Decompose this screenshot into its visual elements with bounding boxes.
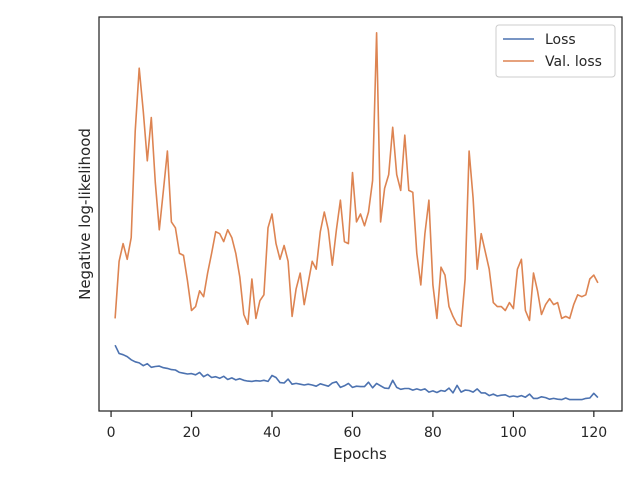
y-axis-label: Negative log-likelihood — [76, 128, 94, 300]
x-tick-label: 20 — [183, 425, 201, 441]
legend: Loss Val. loss — [495, 24, 616, 78]
legend-box — [495, 24, 616, 78]
x-tick-label: 100 — [500, 425, 527, 441]
series-line-loss — [114, 344, 599, 401]
x-axis-label: Epochs — [333, 445, 387, 463]
legend-label-loss: Loss — [545, 32, 576, 48]
x-tick-label: 60 — [344, 425, 362, 441]
x-tick-label: 40 — [263, 425, 281, 441]
series-line-val-loss — [114, 31, 599, 328]
x-tick-label: 0 — [107, 425, 116, 441]
x-tick-label: 120 — [580, 425, 607, 441]
plot-lines — [114, 31, 599, 401]
legend-label-val-loss: Val. loss — [545, 54, 602, 70]
plot-frame — [98, 16, 623, 412]
x-axis-ticks: 0 20 40 60 80 100 120 — [107, 411, 607, 441]
x-tick-label: 80 — [424, 425, 442, 441]
